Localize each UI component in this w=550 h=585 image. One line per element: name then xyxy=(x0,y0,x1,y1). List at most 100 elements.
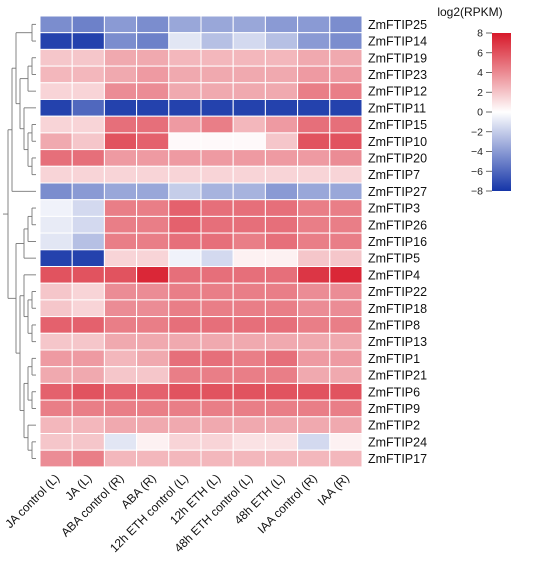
heatmap-cell xyxy=(103,215,138,234)
heatmap-cell xyxy=(329,15,363,34)
heatmap-cell xyxy=(264,366,299,384)
heatmap-cell xyxy=(39,282,73,301)
heatmap-cell xyxy=(103,149,138,167)
heatmap-cell xyxy=(39,399,73,418)
heatmap-cell xyxy=(297,165,331,184)
heatmap-cell xyxy=(329,115,363,134)
legend-tick-label: −6 xyxy=(471,166,483,178)
heatmap-cell xyxy=(297,32,331,50)
heatmap-cell xyxy=(71,449,105,468)
heatmap-cell xyxy=(103,266,138,284)
heatmap-cell xyxy=(200,165,234,184)
heatmap-cell xyxy=(200,266,234,284)
heatmap-cell xyxy=(136,165,170,184)
heatmap-cell xyxy=(329,132,363,151)
row-label: ZmFTIP3 xyxy=(368,202,420,216)
heatmap-cell xyxy=(39,15,73,34)
heatmap-cell xyxy=(136,65,170,84)
heatmap-cell xyxy=(264,48,299,67)
heatmap-cell xyxy=(136,132,170,151)
heatmap-cell xyxy=(136,416,170,434)
heatmap-cell xyxy=(39,65,73,84)
heatmap-cell xyxy=(329,282,363,301)
heatmap-cell xyxy=(71,433,105,451)
heatmap-cell xyxy=(200,349,234,368)
heatmap-cell xyxy=(39,416,73,434)
heatmap-cell xyxy=(39,82,73,101)
heatmap-cell xyxy=(39,165,73,184)
heatmap-cell xyxy=(103,399,138,418)
heatmap-cell xyxy=(297,215,331,234)
heatmap-cell xyxy=(297,232,331,251)
heatmap-cell xyxy=(264,82,299,101)
heatmap-cell xyxy=(71,115,105,134)
heatmap-cell xyxy=(136,266,170,284)
heatmap-cell xyxy=(71,215,105,234)
legend-tick-label: 8 xyxy=(477,28,483,40)
heatmap-cell xyxy=(168,182,202,201)
heatmap-cell xyxy=(168,48,202,67)
heatmap-cell xyxy=(103,99,138,117)
heatmap-cell xyxy=(136,215,170,234)
heatmap-cell xyxy=(103,182,138,201)
heatmap-cell xyxy=(264,382,299,401)
heatmap-cell xyxy=(136,232,170,251)
row-label: ZmFTIP5 xyxy=(368,252,420,266)
heatmap-cell xyxy=(264,32,299,50)
heatmap-cell xyxy=(168,299,202,318)
heatmap-cell xyxy=(200,282,234,301)
heatmap-cell xyxy=(168,65,202,84)
heatmap-cell xyxy=(329,332,363,351)
heatmap-cell xyxy=(297,416,331,434)
heatmap-cell xyxy=(103,449,138,468)
heatmap-cell xyxy=(200,182,234,201)
heatmap-cell xyxy=(264,266,299,284)
heatmap-cell xyxy=(168,99,202,117)
heatmap-cell xyxy=(232,115,266,134)
heatmap-cell xyxy=(297,316,331,334)
row-label: ZmFTIP24 xyxy=(368,435,427,449)
heatmap-cell xyxy=(136,332,170,351)
heatmap-cell xyxy=(232,299,266,318)
heatmap-cell xyxy=(200,65,234,84)
heatmap-cell xyxy=(232,382,266,401)
heatmap-cell xyxy=(136,15,170,34)
heatmap-cell xyxy=(329,82,363,101)
heatmap-cell xyxy=(39,99,73,117)
heatmap-cell xyxy=(329,433,363,451)
heatmap-cell xyxy=(39,332,73,351)
heatmap-cell xyxy=(103,199,138,217)
heatmap-cell xyxy=(39,249,73,268)
heatmap-cell xyxy=(264,449,299,468)
heatmap-cell xyxy=(103,115,138,134)
heatmap-cell xyxy=(168,232,202,251)
legend-tick-label: −4 xyxy=(471,146,483,158)
heatmap-cell xyxy=(232,215,266,234)
heatmap-cell xyxy=(297,399,331,418)
heatmap-cell xyxy=(168,249,202,268)
legend-tick-label: 2 xyxy=(477,87,483,99)
heatmap-cell xyxy=(264,99,299,117)
heatmap-cell xyxy=(103,232,138,251)
heatmap-cell xyxy=(297,299,331,318)
heatmap-cell xyxy=(200,249,234,268)
heatmap-cell xyxy=(136,382,170,401)
heatmap-cell xyxy=(71,382,105,401)
row-label: ZmFTIP21 xyxy=(368,369,427,383)
column-labels: JA control (L) JA (L)ABA control (R)ABA (… xyxy=(2,471,352,555)
heatmap-cell xyxy=(39,32,73,50)
heatmap-cell xyxy=(264,399,299,418)
heatmap-cell xyxy=(71,266,105,284)
heatmap-cell xyxy=(103,165,138,184)
heatmap-cell xyxy=(168,332,202,351)
heatmap-cell xyxy=(264,199,299,217)
legend-tick-label: 4 xyxy=(477,67,483,79)
heatmap-cell xyxy=(136,48,170,67)
heatmap-cell xyxy=(200,132,234,151)
heatmap-cell xyxy=(329,65,363,84)
heatmap-cell xyxy=(39,449,73,468)
heatmap-cell xyxy=(168,433,202,451)
heatmap-cell xyxy=(264,132,299,151)
legend-colorbar xyxy=(492,33,511,191)
row-label: ZmFTIP26 xyxy=(368,218,427,232)
